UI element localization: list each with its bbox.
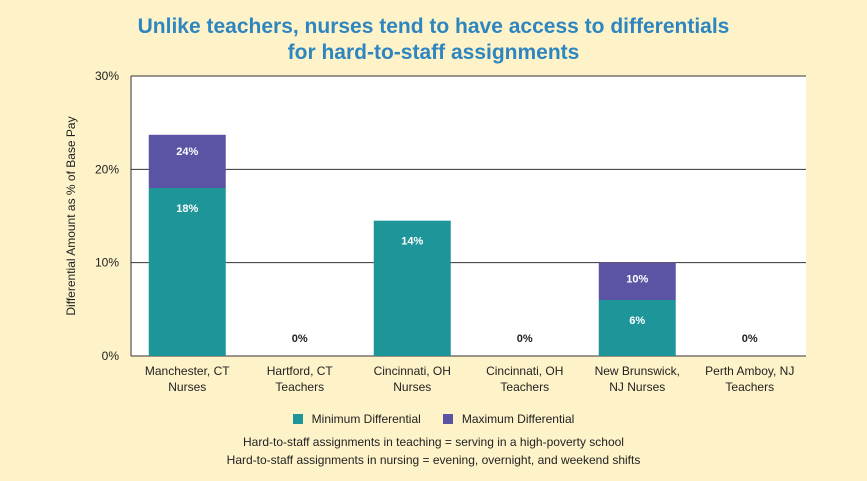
legend-label-minimum: Minimum Differential — [311, 412, 421, 426]
data-label-minimum: 18% — [176, 203, 198, 215]
chart-notes: Hard-to-staff assignments in teaching = … — [0, 433, 867, 469]
legend-swatch-maximum — [442, 414, 453, 424]
legend-label-maximum: Maximum Differential — [461, 412, 575, 426]
legend-item-maximum: Maximum Differential — [442, 412, 575, 426]
bar-maximum — [148, 134, 226, 188]
chart-title-line-1: Unlike teachers, nurses tend to have acc… — [137, 15, 730, 38]
data-label-maximum: 24% — [176, 146, 198, 158]
x-tick-label: Teachers — [500, 380, 549, 394]
x-tick-label: Nurses — [393, 380, 431, 394]
bar-minimum — [148, 188, 226, 356]
x-tick-label: Cincinnati, OH — [486, 364, 563, 378]
x-tick-label: Hartford, CT — [267, 364, 334, 378]
x-tick-label: Perth Amboy, NJ — [705, 364, 794, 378]
legend-item-minimum: Minimum Differential — [292, 412, 421, 426]
chart-title: Unlike teachers, nurses tend to have acc… — [0, 14, 867, 66]
plot-area — [131, 76, 806, 356]
data-label-minimum: 0% — [517, 333, 533, 345]
y-tick-label: 30% — [95, 69, 119, 83]
data-label-minimum: 0% — [292, 333, 308, 345]
data-label-minimum: 0% — [742, 333, 758, 345]
x-tick-label: Teachers — [275, 380, 324, 394]
x-tick-label: New Brunswick, — [595, 364, 680, 378]
note-teaching: Hard-to-staff assignments in teaching = … — [243, 435, 624, 449]
x-tick-label: NJ Nurses — [609, 380, 665, 394]
data-label-maximum: 10% — [626, 274, 648, 286]
y-tick-label: 20% — [95, 162, 119, 176]
chart-title-line-2: for hard-to-staff assignments — [287, 41, 580, 64]
x-tick-label: Cincinnati, OH — [374, 364, 451, 378]
data-label-minimum: 14% — [401, 236, 423, 248]
bar-minimum — [598, 300, 676, 356]
data-label-minimum: 6% — [629, 315, 645, 327]
y-tick-label: 10% — [95, 256, 119, 270]
bar-maximum — [598, 262, 676, 300]
legend-swatch-minimum — [292, 414, 303, 424]
bar-minimum — [373, 220, 451, 356]
x-tick-label: Teachers — [725, 380, 774, 394]
y-axis-title: Differential Amount as % of Base Pay — [64, 116, 78, 315]
note-nursing: Hard-to-staff assignments in nursing = e… — [226, 453, 641, 467]
legend: Minimum Differential Maximum Differentia… — [0, 412, 867, 426]
x-tick-label: Manchester, CT — [145, 364, 230, 378]
y-tick-label: 0% — [102, 349, 120, 363]
x-tick-label: Nurses — [168, 380, 206, 394]
